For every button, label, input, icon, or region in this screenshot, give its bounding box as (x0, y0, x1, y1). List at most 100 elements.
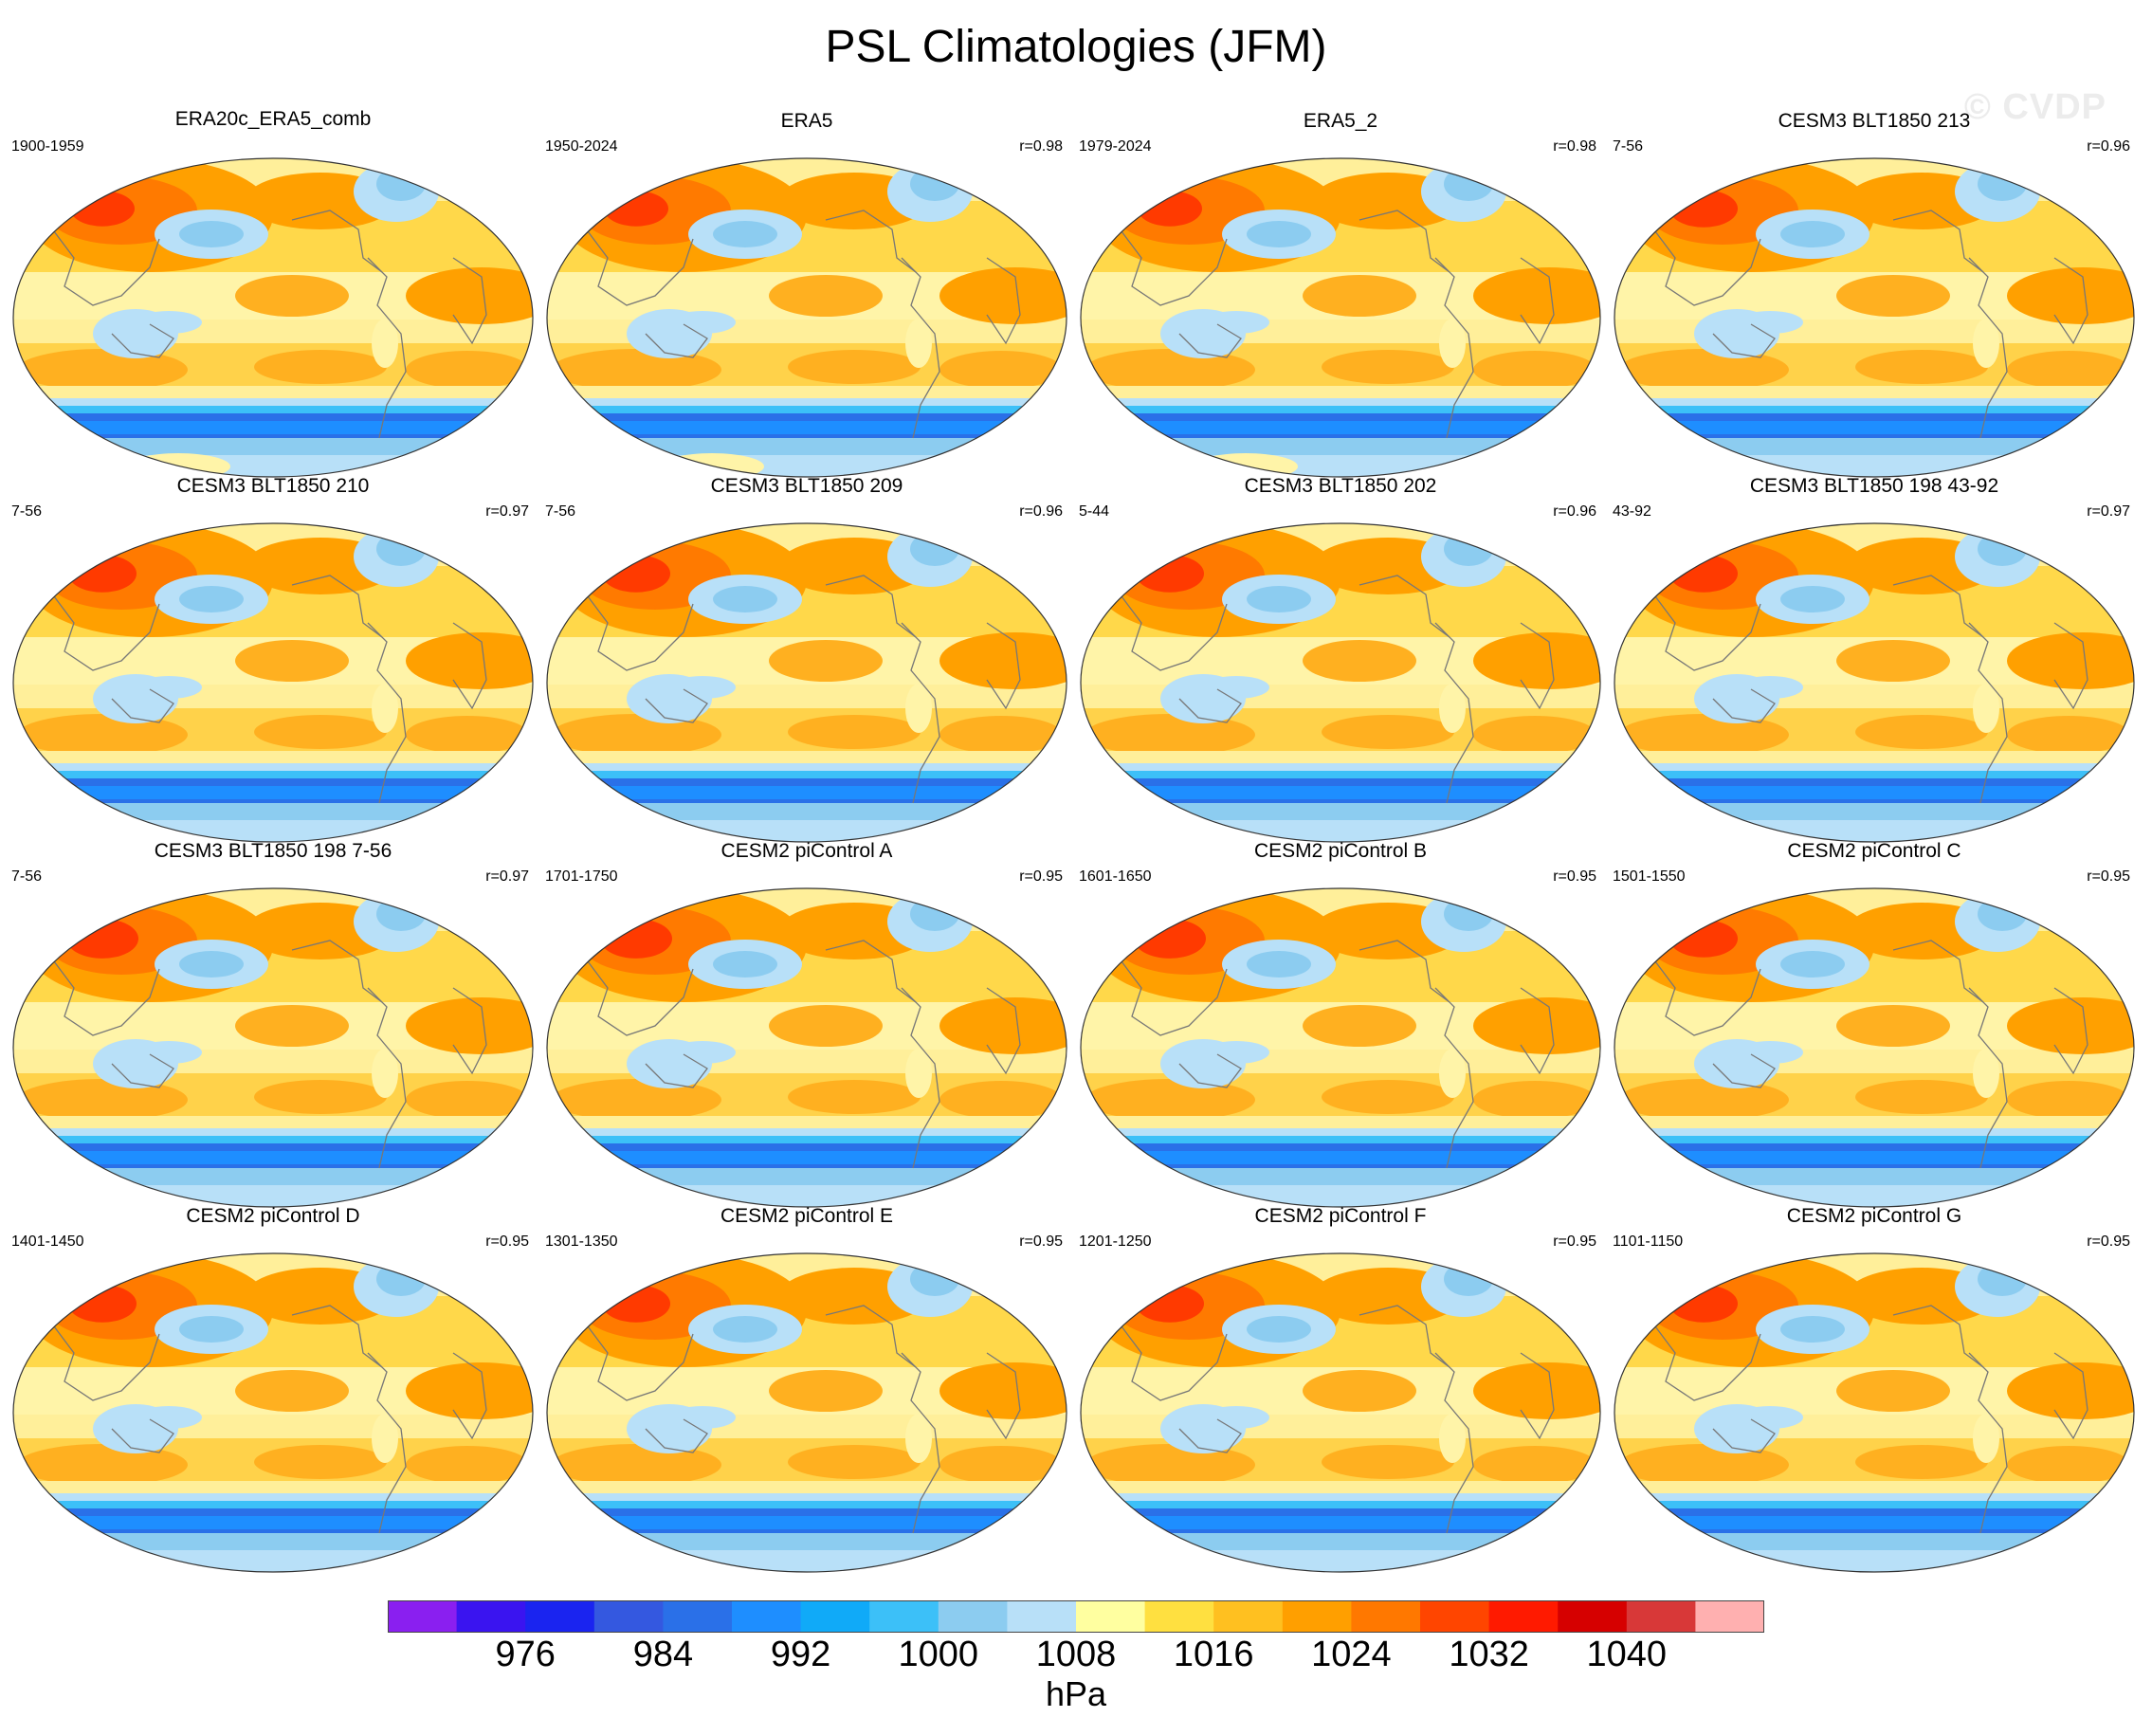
colorbar-box (1351, 1600, 1421, 1633)
map-panel: CESM2 piControl E 1301-1350 r=0.95 (541, 1205, 1072, 1573)
colorbar-box (800, 1600, 870, 1633)
panel-title: CESM3 BLT1850 198 7-56 (154, 840, 392, 862)
psl-contour-map (12, 522, 534, 843)
panel-title: CESM2 piControl F (1254, 1205, 1427, 1227)
colorbar-box (1076, 1600, 1146, 1633)
panel-pattern-correlation: r=0.95 (2087, 1233, 2130, 1250)
panel-title: CESM3 BLT1850 198 43-92 (1749, 475, 1999, 497)
figure-title: PSL Climatologies (JFM) (825, 22, 1327, 72)
panel-title: ERA5_2 (1303, 110, 1378, 132)
panel-years: 1979-2024 (1079, 138, 1152, 155)
panel-pattern-correlation: r=0.95 (485, 1233, 529, 1250)
colorbar-box (732, 1600, 802, 1633)
map-panel: CESM3 BLT1850 209 7-56 r=0.96 (541, 475, 1072, 843)
colorbar-tick-label: 1016 (1173, 1635, 1254, 1674)
colorbar (388, 1600, 1764, 1633)
panel-pattern-correlation: r=0.98 (1019, 138, 1063, 155)
panel-years: 7-56 (1613, 138, 1644, 155)
map-panel: ERA20c_ERA5_comb 1900-1959 (8, 108, 538, 478)
psl-contour-map (12, 887, 534, 1208)
panel-years: 1201-1250 (1079, 1233, 1152, 1250)
colorbar-tick-label: 1008 (1035, 1635, 1117, 1674)
panel-years: 1701-1750 (545, 868, 618, 885)
colorbar-box (388, 1600, 458, 1633)
colorbar-box (663, 1600, 733, 1633)
panel-years: 1601-1650 (1079, 868, 1152, 885)
map-panel: CESM2 piControl A 1701-1750 r=0.95 (541, 840, 1072, 1208)
panel-pattern-correlation: r=0.97 (485, 868, 529, 885)
map-panel: CESM2 piControl C 1501-1550 r=0.95 (1609, 840, 2140, 1208)
psl-contour-map (1614, 1252, 2135, 1573)
colorbar-tick-label: 1032 (1449, 1635, 1529, 1674)
panel-pattern-correlation: r=0.96 (1553, 503, 1596, 520)
map-panel: ERA5_2 1979-2024 r=0.98 (1075, 110, 1606, 478)
psl-contour-map (1080, 1252, 1601, 1573)
colorbar-box (525, 1600, 595, 1633)
map-panel: CESM2 piControl F 1201-1250 r=0.95 (1075, 1205, 1606, 1573)
panel-years: 1101-1150 (1613, 1233, 1684, 1250)
panel-years: 1900-1959 (11, 138, 84, 155)
panel-title: CESM3 BLT1850 210 (176, 475, 370, 497)
map-panel: CESM2 piControl D 1401-1450 r=0.95 (8, 1205, 538, 1573)
panel-title: CESM3 BLT1850 202 (1244, 475, 1437, 497)
map-panel: CESM3 BLT1850 213 7-56 r=0.96 (1609, 110, 2140, 478)
map-panel: CESM2 piControl G 1101-1150 r=0.95 (1609, 1205, 2140, 1573)
psl-contour-map (546, 522, 1067, 843)
psl-contour-map (1080, 887, 1601, 1208)
colorbar-box (1488, 1600, 1559, 1633)
panel-years: 5-44 (1079, 503, 1110, 520)
panel-pattern-correlation: r=0.95 (1553, 1233, 1596, 1250)
psl-contour-map (1614, 157, 2135, 478)
colorbar-box (1213, 1600, 1284, 1633)
panel-years: 1301-1350 (545, 1233, 618, 1250)
map-panel: CESM3 BLT1850 198 7-56 7-56 r=0.97 (8, 840, 538, 1208)
panel-pattern-correlation: r=0.95 (2087, 868, 2130, 885)
panel-title: CESM2 piControl A (720, 840, 893, 862)
panel-title: CESM2 piControl B (1253, 840, 1428, 862)
panel-pattern-correlation: r=0.96 (2087, 138, 2130, 155)
psl-contour-map (12, 157, 534, 478)
colorbar-tick-label: 1024 (1311, 1635, 1392, 1674)
psl-contour-map (12, 1252, 534, 1573)
panel-pattern-correlation: r=0.97 (2087, 503, 2130, 520)
colorbar-box (1558, 1600, 1628, 1633)
panel-title: CESM2 piControl G (1786, 1205, 1962, 1227)
panel-years: 7-56 (11, 868, 43, 885)
map-panel: ERA5 1950-2024 r=0.98 (541, 110, 1072, 478)
colorbar-box (1420, 1600, 1490, 1633)
panel-pattern-correlation: r=0.96 (1019, 503, 1063, 520)
map-panel: CESM3 BLT1850 198 43-92 43-92 r=0.97 (1609, 475, 2140, 843)
panel-pattern-correlation: r=0.98 (1553, 138, 1596, 155)
colorbar-tick-label: 992 (770, 1635, 831, 1674)
panel-years: 43-92 (1613, 503, 1651, 520)
colorbar-box (869, 1600, 939, 1633)
panel-years: 1501-1550 (1613, 868, 1686, 885)
panel-pattern-correlation: r=0.95 (1553, 868, 1596, 885)
panel-years: 1950-2024 (545, 138, 618, 155)
psl-contour-map (1614, 887, 2135, 1208)
panel-pattern-correlation: r=0.97 (485, 503, 529, 520)
colorbar-box (593, 1600, 664, 1633)
panel-years: 7-56 (545, 503, 576, 520)
colorbar-tick-label: 984 (632, 1635, 694, 1674)
psl-contour-map (1080, 157, 1601, 478)
panel-title: ERA20c_ERA5_comb (174, 108, 372, 130)
colorbar-box (1144, 1600, 1214, 1633)
cvdp-watermark: © CVDP (1963, 87, 2106, 127)
psl-contour-map (546, 887, 1067, 1208)
colorbar-box (1282, 1600, 1352, 1633)
colorbar-units: hPa (1045, 1674, 1107, 1713)
colorbar-tick-label: 1000 (898, 1635, 979, 1674)
panel-title: CESM3 BLT1850 213 (1778, 110, 1971, 132)
panel-years: 7-56 (11, 503, 43, 520)
panel-pattern-correlation: r=0.95 (1019, 1233, 1063, 1250)
panel-title: CESM2 piControl C (1787, 840, 1961, 862)
map-panel: CESM3 BLT1850 210 7-56 r=0.97 (8, 475, 538, 843)
colorbar-tick-label: 1040 (1586, 1635, 1668, 1674)
colorbar-box (938, 1600, 1008, 1633)
panel-years: 1401-1450 (11, 1233, 84, 1250)
map-panel: CESM2 piControl B 1601-1650 r=0.95 (1075, 840, 1606, 1208)
panel-title: CESM2 piControl E (720, 1205, 894, 1227)
psl-contour-map (546, 157, 1067, 478)
colorbar-box (1695, 1600, 1764, 1633)
